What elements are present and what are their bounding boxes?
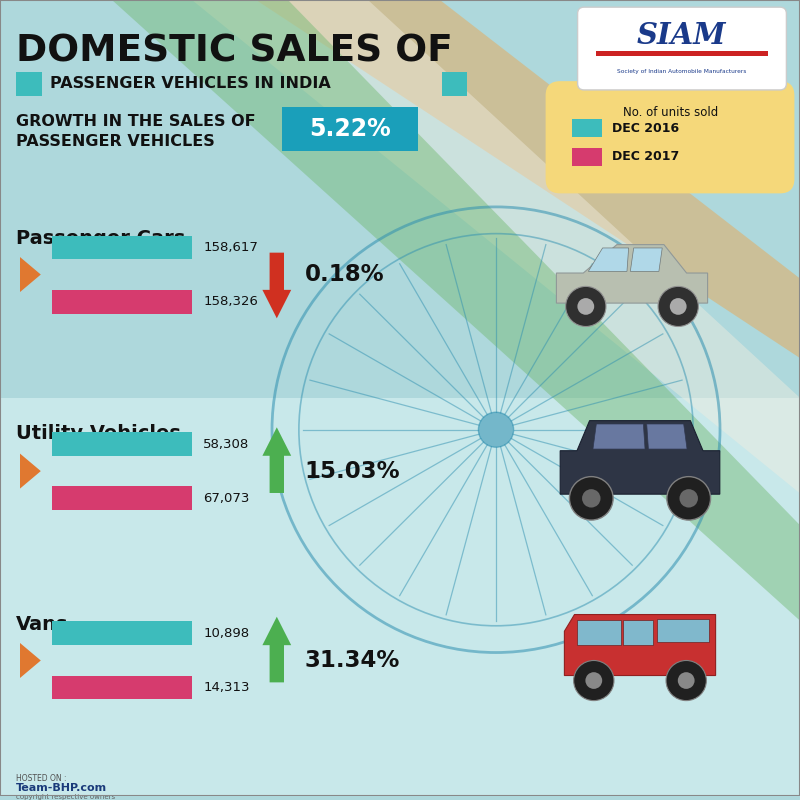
Text: 5.22%: 5.22% <box>310 117 391 141</box>
Circle shape <box>586 672 602 689</box>
Text: Passenger Cars: Passenger Cars <box>16 230 186 248</box>
Text: SIAM: SIAM <box>637 21 726 50</box>
Bar <box>623 620 654 646</box>
Text: HOSTED ON :: HOSTED ON : <box>16 774 66 782</box>
Text: 31.34%: 31.34% <box>305 649 400 672</box>
Bar <box>52 290 192 314</box>
Polygon shape <box>262 427 291 493</box>
Polygon shape <box>262 253 291 318</box>
Text: No. of units sold: No. of units sold <box>622 106 718 119</box>
Circle shape <box>666 661 706 701</box>
Text: 158,617: 158,617 <box>203 241 258 254</box>
Circle shape <box>658 286 698 326</box>
Bar <box>596 51 768 56</box>
Polygon shape <box>262 617 291 682</box>
Polygon shape <box>593 424 645 449</box>
Polygon shape <box>557 245 708 303</box>
Bar <box>52 676 192 699</box>
Text: PASSENGER VEHICLES IN INDIA: PASSENGER VEHICLES IN INDIA <box>50 76 330 91</box>
Bar <box>442 73 467 96</box>
Text: Team-BHP.com: Team-BHP.com <box>16 783 107 793</box>
FancyBboxPatch shape <box>578 7 786 90</box>
Circle shape <box>578 298 594 315</box>
Polygon shape <box>565 614 716 675</box>
Circle shape <box>582 489 601 507</box>
Text: PASSENGER VEHICLES: PASSENGER VEHICLES <box>16 134 214 149</box>
Circle shape <box>679 489 698 507</box>
Text: 58,308: 58,308 <box>203 438 250 450</box>
Polygon shape <box>646 424 687 449</box>
Polygon shape <box>112 0 800 621</box>
Circle shape <box>667 477 710 520</box>
Text: 67,073: 67,073 <box>203 492 250 505</box>
Text: GROWTH IN THE SALES OF: GROWTH IN THE SALES OF <box>16 114 256 130</box>
Bar <box>52 622 192 646</box>
Circle shape <box>566 286 606 326</box>
Text: Society of Indian Automobile Manufacturers: Society of Indian Automobile Manufacture… <box>617 69 746 74</box>
Text: 15.03%: 15.03% <box>305 459 401 482</box>
Bar <box>572 119 602 137</box>
Text: 14,313: 14,313 <box>203 681 250 694</box>
Circle shape <box>670 298 686 315</box>
Polygon shape <box>560 421 720 494</box>
Bar <box>577 620 621 646</box>
FancyBboxPatch shape <box>546 81 794 194</box>
Polygon shape <box>630 248 662 271</box>
Polygon shape <box>192 0 800 494</box>
Circle shape <box>570 477 613 520</box>
Polygon shape <box>20 257 41 292</box>
Bar <box>0 398 800 796</box>
Bar <box>52 486 192 510</box>
Circle shape <box>478 412 514 447</box>
Text: 10,898: 10,898 <box>203 627 250 640</box>
Polygon shape <box>588 248 629 271</box>
Text: DOMESTIC SALES OF: DOMESTIC SALES OF <box>16 34 453 70</box>
Polygon shape <box>256 0 800 358</box>
Bar <box>657 618 709 642</box>
Bar <box>16 73 42 96</box>
Bar <box>52 235 192 259</box>
Text: DEC 2017: DEC 2017 <box>612 150 679 163</box>
FancyBboxPatch shape <box>282 106 418 151</box>
Circle shape <box>574 661 614 701</box>
Text: Vans: Vans <box>16 615 69 634</box>
Text: 0.18%: 0.18% <box>305 263 385 286</box>
Circle shape <box>678 672 694 689</box>
Text: DEC 2016: DEC 2016 <box>612 122 679 134</box>
Text: 158,326: 158,326 <box>203 295 258 308</box>
Bar <box>52 432 192 456</box>
Bar <box>572 148 602 166</box>
Text: copyright respective owners: copyright respective owners <box>16 794 115 800</box>
Text: Utility Vehicles: Utility Vehicles <box>16 424 181 443</box>
Polygon shape <box>20 643 41 678</box>
Polygon shape <box>20 454 41 489</box>
